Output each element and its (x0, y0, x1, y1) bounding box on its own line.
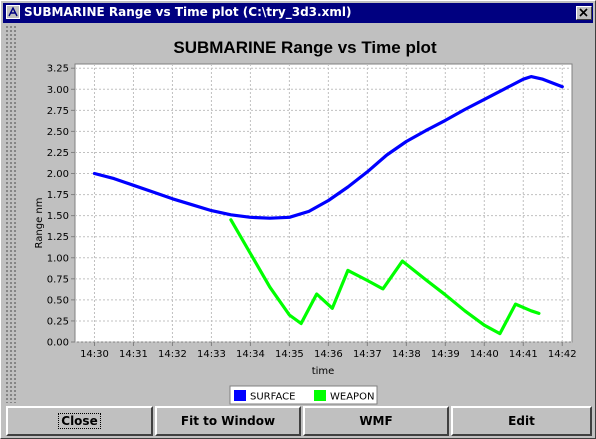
y-tick-label: 2.25 (47, 148, 69, 159)
y-tick-label: 2.50 (47, 127, 69, 138)
x-tick-label: 14:34 (236, 349, 265, 360)
x-tick-label: 14:36 (314, 349, 343, 360)
legend-label-surface: SURFACE (250, 392, 295, 403)
y-tick-label: 1.00 (47, 253, 69, 264)
chart-title: SUBMARINE Range vs Time plot (173, 38, 437, 57)
window-title: SUBMARINE Range vs Time plot (C:\try_3d3… (24, 5, 352, 19)
y-tick-label: 3.00 (47, 85, 69, 96)
legend-label-weapon: WEAPON (330, 392, 374, 403)
y-tick-label: 1.25 (47, 232, 69, 243)
series-line-surface (92, 74, 564, 220)
legend: SURFACE WEAPON (229, 385, 378, 405)
y-tick-label: 0.00 (47, 338, 69, 349)
resize-grip[interactable] (5, 25, 17, 403)
x-tick-label: 14:31 (119, 349, 148, 360)
y-tick-label: 0.25 (47, 316, 69, 327)
x-axis-label: time (312, 366, 335, 377)
edit-button[interactable]: Edit (451, 406, 592, 436)
y-tick-label: 2.00 (47, 169, 69, 180)
x-tick-label: 14:38 (392, 349, 421, 360)
y-tick-label: 3.25 (47, 64, 69, 75)
x-tick-label: 14:39 (431, 349, 460, 360)
title-bar[interactable]: SUBMARINE Range vs Time plot (C:\try_3d3… (3, 3, 593, 23)
close-icon[interactable] (576, 6, 592, 20)
x-tick-label: 14:40 (470, 349, 499, 360)
series-line-weapon (229, 218, 541, 336)
x-tick-label: 14:32 (158, 349, 187, 360)
series-lines (92, 74, 564, 336)
y-tick-label: 1.50 (47, 211, 69, 222)
range-time-chart: SUBMARINE Range vs Time plot 0.00 0.25 0.5… (34, 38, 577, 405)
grid-lines (75, 64, 572, 343)
x-tick-label: 14:35 (275, 349, 304, 360)
y-tick-label: 0.75 (47, 274, 69, 285)
y-tick-label: 1.75 (47, 190, 69, 201)
wmf-button[interactable]: WMF (303, 406, 449, 436)
y-axis-ticks: 0.00 0.25 0.50 0.75 1.00 1.25 1.50 1.75 2.00 2.25… (47, 64, 75, 349)
button-bar: Close Fit to Window WMF Edit (6, 406, 592, 436)
close-button[interactable]: Close (6, 406, 153, 436)
x-tick-label: 14:37 (353, 349, 382, 360)
legend-swatch-surface (234, 390, 246, 401)
y-axis-label: Range nm (34, 198, 45, 249)
legend-swatch-weapon (314, 390, 326, 401)
x-axis-ticks: 14:30 14:31 14:32 14:33 14:34 14:35 14:36 14:37… (80, 342, 577, 360)
x-tick-label: 14:33 (197, 349, 226, 360)
x-tick-label: 14:30 (80, 349, 109, 360)
x-tick-label: 14:42 (548, 349, 577, 360)
x-tick-label: 14:41 (509, 349, 538, 360)
fit-to-window-button[interactable]: Fit to Window (155, 406, 301, 436)
y-tick-label: 2.75 (47, 106, 69, 117)
app-icon (6, 5, 20, 19)
y-tick-label: 0.50 (47, 295, 69, 306)
